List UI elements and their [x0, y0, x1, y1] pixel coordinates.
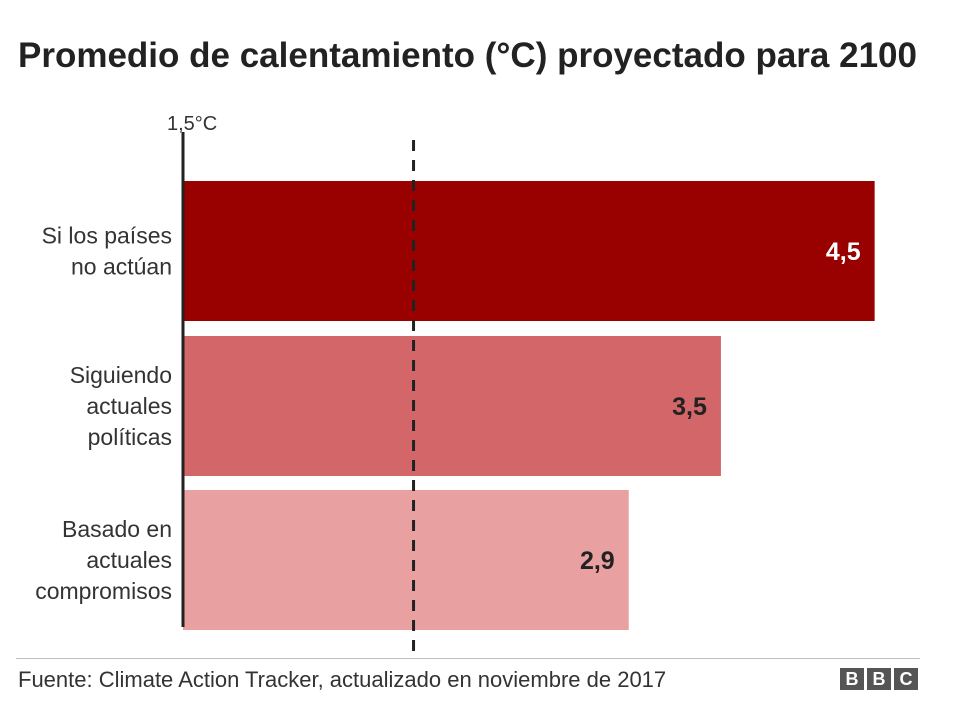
category-label-line: compromisos	[35, 578, 172, 604]
bar	[183, 490, 629, 630]
category-label-line: Si los países	[42, 223, 172, 249]
bbc-logo-letter: B	[867, 668, 891, 690]
category-label-line: políticas	[88, 424, 172, 450]
category-labels-layer: Si los países no actúan Siguiendo actuales p…	[35, 223, 172, 605]
category-label-line: actuales	[86, 393, 172, 419]
bar-value-label: 2,9	[580, 547, 615, 575]
bar	[183, 181, 875, 321]
bbc-logo-letter: C	[894, 668, 918, 690]
bar-value-label: 3,5	[672, 393, 707, 421]
bar-value-label: 4,5	[826, 238, 861, 266]
reference-line-label: 1,5°C	[167, 113, 217, 135]
category-label-line: Basado en	[62, 516, 172, 542]
category-label-line: Siguiendo	[70, 362, 172, 388]
chart-title: Promedio de calentamiento (°C) proyectad…	[18, 36, 917, 75]
category-label-line: actuales	[86, 547, 172, 573]
bbc-logo-letter: B	[840, 668, 864, 690]
value-labels-layer: 4,5 3,5 2,9	[580, 238, 861, 575]
bar	[183, 336, 721, 476]
bbc-logo: B B C	[840, 668, 918, 690]
source-note: Fuente: Climate Action Tracker, actualiz…	[18, 667, 667, 692]
category-label: Si los países no actúan	[42, 223, 172, 280]
bars-layer	[183, 181, 875, 630]
category-label: Basado en actuales compromisos	[35, 516, 172, 604]
category-label: Siguiendo actuales políticas	[70, 362, 172, 450]
footer-divider	[16, 658, 920, 659]
category-label-line: no actúan	[71, 254, 172, 280]
